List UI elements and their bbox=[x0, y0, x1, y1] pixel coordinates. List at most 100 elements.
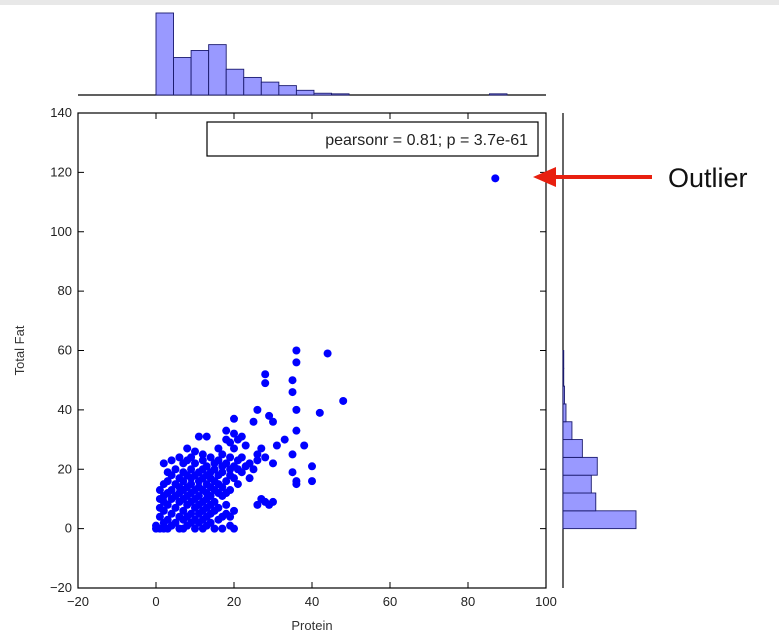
scatter-point bbox=[155, 486, 164, 495]
scatter-point bbox=[191, 447, 199, 456]
y-tick-label: 40 bbox=[58, 402, 72, 417]
scatter-point bbox=[206, 453, 215, 462]
scatter-point bbox=[155, 524, 164, 533]
scatter-point bbox=[292, 426, 301, 435]
x-tick-label: 0 bbox=[152, 594, 159, 609]
marginal-x-bar bbox=[295, 89, 315, 96]
scatter-point bbox=[159, 459, 168, 468]
scatter-point bbox=[265, 500, 274, 509]
scatter-point bbox=[241, 462, 250, 471]
scatter-point bbox=[183, 444, 192, 453]
scatter-point bbox=[175, 453, 184, 462]
callout-arrow-head bbox=[533, 167, 556, 187]
scatter-point bbox=[253, 405, 262, 414]
scatter-point bbox=[288, 468, 297, 477]
scatter-points bbox=[152, 174, 500, 533]
scatter-point bbox=[269, 459, 277, 468]
scatter-point bbox=[163, 500, 172, 509]
x-tick-label: 40 bbox=[305, 594, 319, 609]
scatter-point bbox=[300, 441, 309, 450]
scatter-point bbox=[265, 411, 274, 420]
plot-frame bbox=[77, 112, 547, 589]
marginal-x-bar bbox=[278, 85, 297, 96]
scatter-point bbox=[198, 456, 207, 465]
scatter-point bbox=[226, 512, 235, 521]
marginal-x-bar bbox=[225, 68, 245, 96]
x-tick-label: 80 bbox=[461, 594, 475, 609]
marginal-x-bar bbox=[190, 50, 210, 96]
scatter-point bbox=[218, 450, 227, 459]
scatter-point bbox=[194, 518, 203, 527]
scatter-point bbox=[198, 524, 207, 533]
y-tick-label: 0 bbox=[65, 521, 72, 536]
marginal-x-bar bbox=[489, 93, 508, 96]
annotation-box bbox=[206, 121, 539, 157]
y-tick-label: 120 bbox=[50, 164, 72, 179]
y-tick-label: 60 bbox=[58, 343, 72, 358]
y-tick-label: 140 bbox=[50, 105, 72, 120]
y-tick-label: 100 bbox=[50, 224, 72, 239]
y-tick-label: −20 bbox=[50, 580, 72, 595]
marginal-x-bar bbox=[208, 44, 227, 96]
scatter-point bbox=[261, 379, 270, 388]
y-tick-label: 20 bbox=[58, 461, 72, 476]
scatter-point bbox=[230, 414, 238, 423]
scatter-point bbox=[253, 500, 262, 509]
marginal-y-bar bbox=[562, 350, 565, 369]
scatter-point bbox=[179, 459, 188, 468]
y-axis-title: Total Fat bbox=[12, 325, 27, 375]
scatter-point bbox=[230, 506, 238, 515]
outlier-callout: Outlier bbox=[533, 163, 748, 193]
scatter-point bbox=[226, 453, 235, 462]
scatter-point bbox=[214, 471, 223, 480]
scatter-point bbox=[230, 429, 238, 438]
marginal-x-bar bbox=[260, 81, 280, 96]
scatter-point bbox=[249, 465, 258, 474]
annotation-text: pearsonr = 0.81; p = 3.7e-61 bbox=[325, 132, 528, 149]
scatter-point bbox=[179, 515, 188, 524]
x-tick-label: 100 bbox=[535, 594, 557, 609]
scatter-point bbox=[214, 515, 223, 524]
scatter-point bbox=[194, 509, 203, 518]
marginal-x-bar bbox=[243, 76, 262, 96]
x-axis-title: Protein bbox=[291, 618, 332, 633]
scatter-point bbox=[210, 524, 219, 533]
scatter-point bbox=[218, 483, 227, 492]
scatter-point bbox=[230, 524, 238, 533]
scatter-point bbox=[226, 465, 235, 474]
scatter-point bbox=[222, 426, 231, 435]
marginal-y-bar bbox=[562, 385, 565, 405]
scatter-point bbox=[269, 417, 277, 426]
scatter-panel: −20 0 20 40 60 80 100 −20 0 20 40 60 80 100 120 140 Prot… bbox=[12, 105, 557, 633]
marginal-y-bar bbox=[562, 421, 573, 441]
scatter-point bbox=[214, 444, 223, 453]
scatter-point bbox=[159, 506, 168, 515]
marginal-y-bar bbox=[562, 439, 583, 458]
scatter-point bbox=[222, 477, 231, 486]
scatter-point bbox=[218, 491, 227, 500]
scatter-point bbox=[218, 462, 227, 471]
y-tick-label: 80 bbox=[58, 283, 72, 298]
scatter-point bbox=[233, 435, 242, 444]
x-tick-label: 60 bbox=[383, 594, 397, 609]
scatter-point bbox=[198, 450, 207, 459]
scatter-point bbox=[167, 509, 176, 518]
outlier-point bbox=[491, 174, 500, 183]
marginal-histogram-x bbox=[78, 12, 546, 96]
scatter-point bbox=[308, 462, 316, 471]
pearson-annotation: pearsonr = 0.81; p = 3.7e-61 bbox=[206, 121, 539, 157]
scatter-point bbox=[261, 453, 270, 462]
scatter-point bbox=[292, 480, 301, 489]
scatter-point bbox=[218, 524, 227, 533]
scatter-point bbox=[222, 500, 231, 509]
scatter-point bbox=[241, 441, 250, 450]
scatter-point bbox=[288, 376, 297, 385]
scatter-point bbox=[230, 474, 238, 483]
scatter-point bbox=[191, 503, 199, 512]
scatter-point bbox=[339, 396, 348, 405]
scatter-point bbox=[308, 477, 316, 486]
scatter-point bbox=[253, 456, 262, 465]
scatter-point bbox=[155, 512, 164, 521]
marginal-x-bar bbox=[173, 57, 192, 96]
